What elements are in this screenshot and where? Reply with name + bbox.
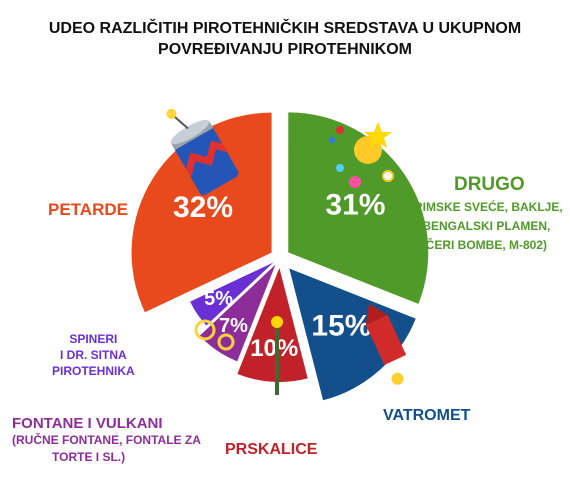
label-prskalice: PRSKALICE [225, 441, 318, 458]
rocket-icon [365, 303, 407, 385]
label-spineri: SPINERI I DR. SITNA PIROTEHNIKA [52, 332, 135, 378]
chart-title-line-2: POVREĐIVANJU PIROTEHNIKOM [158, 41, 412, 58]
chart-title: UDEO RAZLIČITIH PIROTEHNIČKIH SREDSTAVA … [0, 18, 570, 60]
pie-percent-label: 32% [173, 191, 233, 224]
firecracker-icon [166, 108, 239, 196]
label-vatromet: VATROMET [383, 407, 471, 424]
fireworks-burst-icon [329, 122, 394, 188]
spinner-icon [194, 319, 235, 351]
label-fontane: FONTANE I VULKANI (RUČNE FONTANE, FONTAL… [12, 415, 201, 464]
label-petarde: PETARDE [48, 200, 128, 219]
pie-percent-label: 15% [311, 310, 371, 343]
pie-percent-label: 5% [204, 288, 233, 310]
pie-percent-label: 31% [325, 189, 385, 222]
pie-slice-petarde [131, 112, 272, 313]
pie-slice-drugo [288, 112, 429, 304]
pie-slice-spineri [190, 262, 274, 326]
pie-percent-label: 7% [219, 315, 248, 337]
chart-title-line-1: UDEO RAZLIČITIH PIROTEHNIČKIH SREDSTAVA … [48, 20, 522, 37]
label-drugo: DRUGO (RIMSKE SVEĆE, BAKLJE, BENGALSKI P… [410, 174, 563, 252]
pie-slice-vatromet [289, 268, 416, 401]
pie-slice-fontane-i-vulkani [199, 264, 276, 362]
pie-percent-label: 10% [250, 335, 298, 362]
sparkler-icon [271, 316, 283, 395]
